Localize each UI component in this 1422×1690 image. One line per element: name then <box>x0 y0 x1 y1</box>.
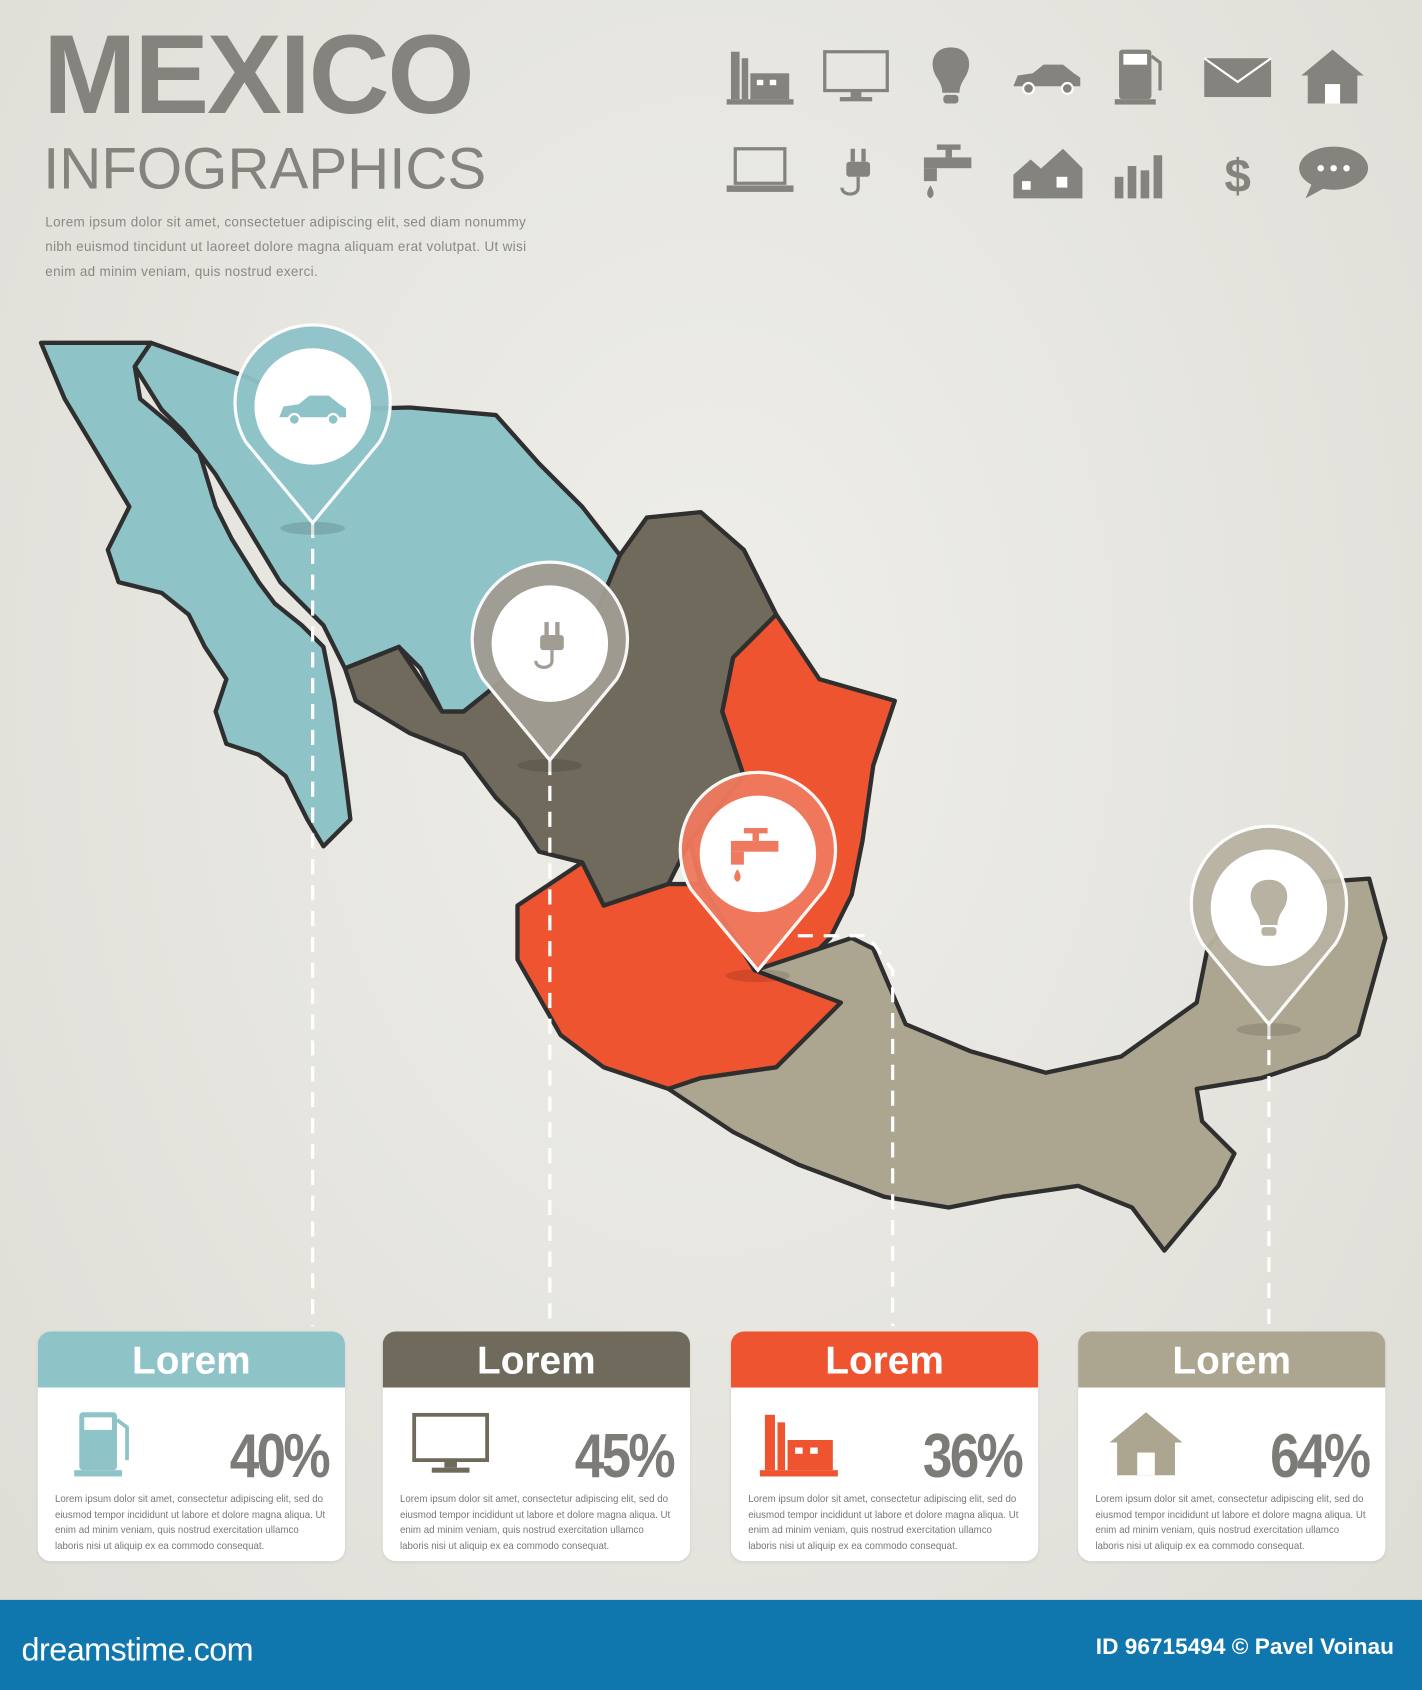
dollar-icon: $ <box>1224 150 1250 203</box>
svg-text:$: $ <box>1224 150 1250 203</box>
card-title: Lorem <box>730 1331 1039 1388</box>
card-percentage: 36% <box>922 1420 1024 1492</box>
page-title: MEXICO <box>43 12 475 138</box>
envelope-icon <box>1203 57 1272 98</box>
card-title: Lorem <box>37 1331 345 1388</box>
stat-card: Lorem 40% Lorem ipsum dolor sit amet, co… <box>37 1331 345 1562</box>
footer-bar: dreamstime.com ID 96715494 © Pavel Voina… <box>0 1599 1422 1690</box>
stat-card: Lorem 64% Lorem ipsum dolor sit amet, co… <box>1078 1331 1386 1562</box>
laptop-icon <box>726 147 794 192</box>
intro-text: Lorem ipsum dolor sit amet, consectetuer… <box>45 214 527 280</box>
lightbulb-icon <box>932 47 970 104</box>
house-icon <box>1301 49 1365 104</box>
factory-icon <box>759 1414 838 1477</box>
card-percentage: 64% <box>1269 1420 1371 1492</box>
map-pin[interactable] <box>470 560 630 772</box>
plug-icon <box>534 622 564 669</box>
faucet-icon <box>924 144 972 199</box>
car-icon <box>279 395 347 426</box>
houses-icon <box>1013 148 1083 199</box>
speech-bubble-icon <box>1299 146 1369 199</box>
card-percentage: 45% <box>574 1420 676 1492</box>
image-credit: ID 96715494 © Pavel Voinau <box>1095 1634 1394 1660</box>
page-subtitle: INFOGRAPHICS <box>43 136 487 202</box>
monitor-icon <box>822 50 889 102</box>
card-title: Lorem <box>1078 1331 1386 1388</box>
bar-chart-icon <box>1115 155 1163 199</box>
factory-icon <box>726 51 794 105</box>
card-description: Lorem ipsum dolor sit amet, consectetur … <box>748 1493 1019 1551</box>
stat-card: Lorem 45% Lorem ipsum dolor sit amet, co… <box>382 1331 690 1562</box>
card-description: Lorem ipsum dolor sit amet, consectetur … <box>399 1493 671 1551</box>
car-icon <box>1013 64 1080 95</box>
icon-set: $ <box>722 43 1390 203</box>
map-pin[interactable] <box>233 323 392 535</box>
stat-card: Lorem 36% Lorem ipsum dolor sit amet, co… <box>730 1331 1039 1562</box>
fuel-pump-icon <box>1115 49 1162 105</box>
card-title: Lorem <box>382 1331 690 1388</box>
lightbulb-icon <box>1250 879 1288 936</box>
pin-connector <box>797 934 895 1327</box>
card-percentage: 40% <box>229 1420 331 1492</box>
plug-icon <box>839 148 870 196</box>
card-description: Lorem ipsum dolor sit amet, consectetur … <box>54 1493 326 1551</box>
card-description: Lorem ipsum dolor sit amet, consectetur … <box>1095 1493 1366 1551</box>
brand-logo[interactable]: dreamstime.com <box>21 1632 254 1668</box>
faucet-icon <box>730 827 779 882</box>
map-pin[interactable] <box>678 770 838 983</box>
mexico-map <box>38 323 1388 1327</box>
fuel-pump-icon <box>74 1412 129 1477</box>
house-icon <box>1109 1412 1183 1476</box>
map-pin[interactable] <box>1189 824 1349 1037</box>
monitor-icon <box>412 1412 490 1473</box>
region-south <box>666 876 1388 1253</box>
